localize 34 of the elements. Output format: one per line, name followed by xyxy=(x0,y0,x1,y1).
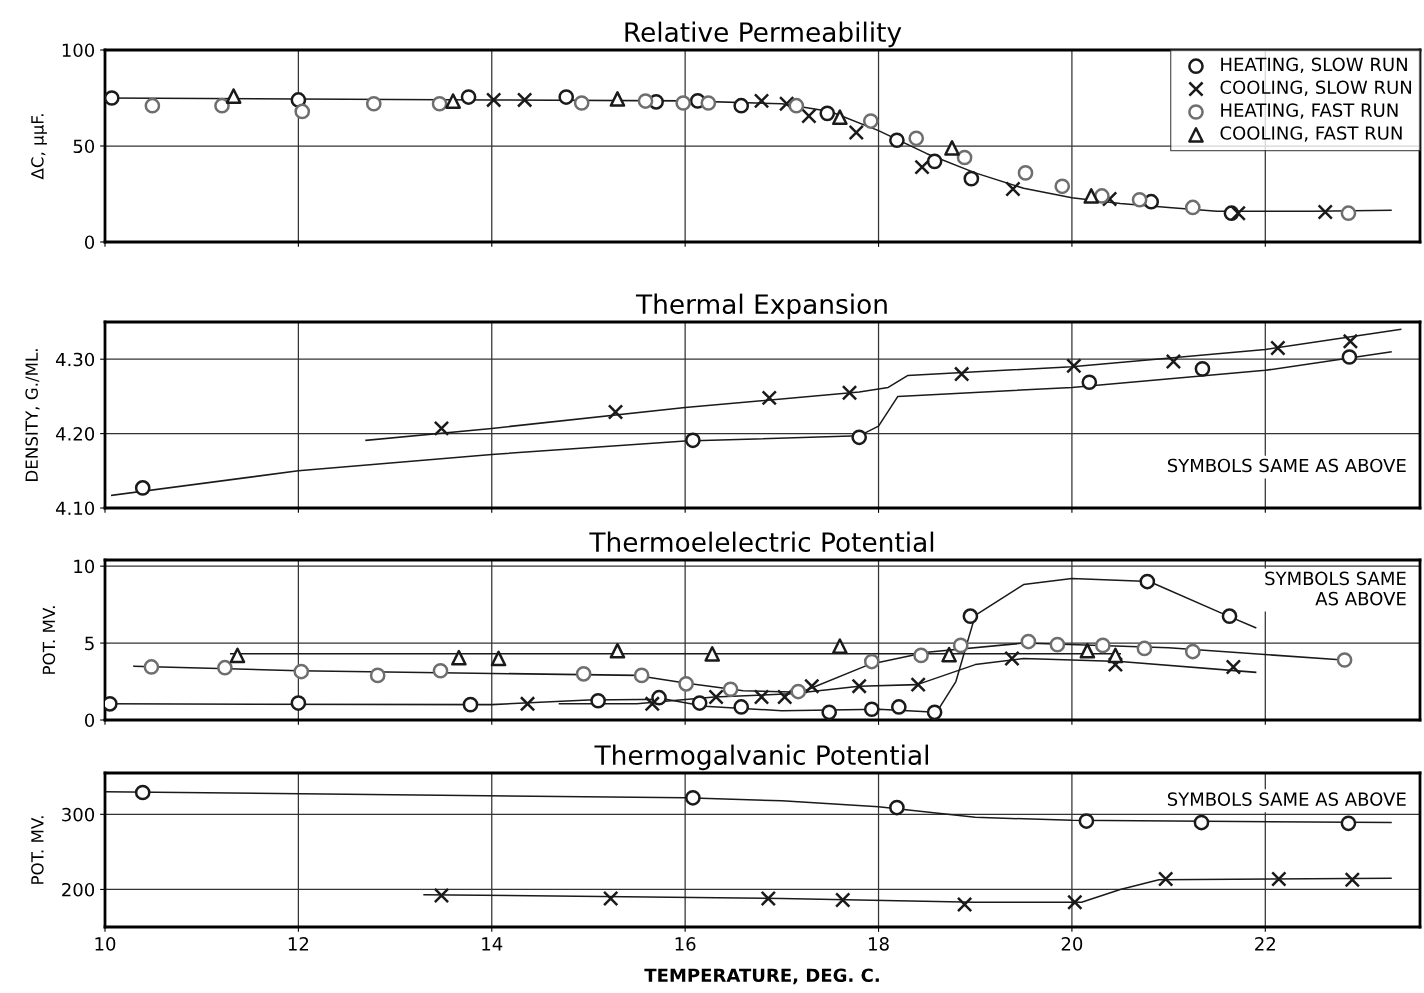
y-tick-label: 5 xyxy=(85,636,94,651)
y-tick-label: 0 xyxy=(84,235,95,250)
x-tick-label: 22 xyxy=(1255,937,1275,951)
y-tick-label: 50 xyxy=(73,139,95,154)
y-axis-title: POT. MV. xyxy=(42,606,56,674)
legend-label: HEATING, FAST RUN xyxy=(1221,103,1398,119)
y-tick-label: 200 xyxy=(62,882,95,897)
annotation: SYMBOLS SAME AS ABOVE xyxy=(1167,792,1406,806)
chart-title: Relative Permeability xyxy=(625,21,902,48)
y-axis-title: POT. MV. xyxy=(31,816,44,884)
x-tick-label: 12 xyxy=(288,937,309,951)
y-tick-label: 4.20 xyxy=(55,427,95,441)
annotation: SYMBOLS SAME AS ABOVE xyxy=(1167,458,1406,473)
x-tick-label: 16 xyxy=(675,937,696,951)
x-tick-label: 20 xyxy=(1061,937,1083,951)
chart-title: Thermal Expansion xyxy=(635,293,887,320)
y-tick-label: 100 xyxy=(62,43,95,58)
chart-title: Thermogalvanic Potential xyxy=(594,744,928,771)
y-axis-title: ΔC, μμF. xyxy=(31,114,47,180)
x-tick-label: 18 xyxy=(869,937,889,951)
chart-title: Thermoelelectric Potential xyxy=(589,531,934,553)
x-tick-label: 10 xyxy=(95,937,116,951)
y-axis-title: DENSITY, G./ML. xyxy=(25,349,40,481)
x-tick-label: 14 xyxy=(482,937,503,951)
legend-label: HEATING, SLOW RUN xyxy=(1221,57,1407,74)
y-tick-label: 0 xyxy=(84,713,95,728)
legend-label: COOLING, FAST RUN xyxy=(1220,126,1402,142)
y-tick-label: 10 xyxy=(74,559,95,574)
annotation: SYMBOLS SAME AS ABOVE xyxy=(1265,571,1406,606)
y-tick-label: 4.30 xyxy=(55,352,95,367)
x-axis-title: TEMPERATURE, DEG. C. xyxy=(644,968,879,985)
y-tick-label: 4.10 xyxy=(55,501,95,516)
legend-label: COOLING, SLOW RUN xyxy=(1220,80,1411,96)
y-tick-label: 300 xyxy=(62,807,95,822)
